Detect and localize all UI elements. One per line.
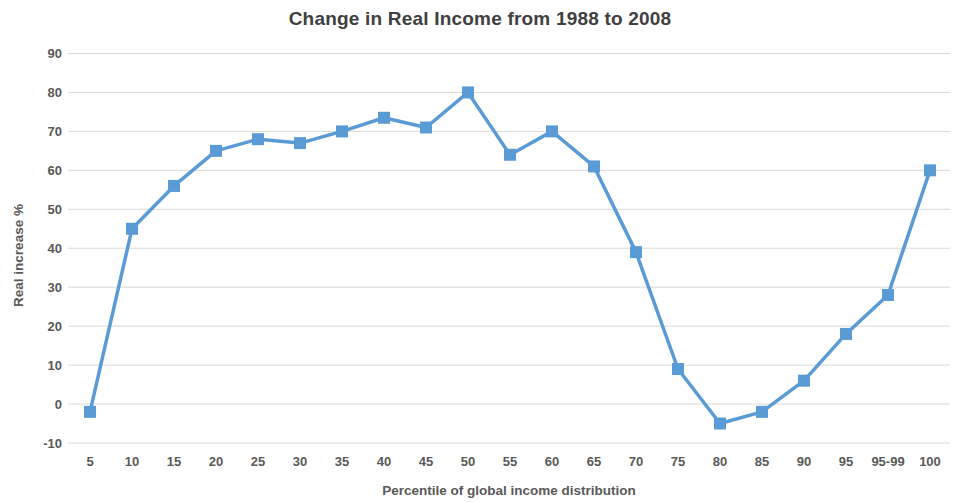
x-tick-label: 15 [167,454,181,469]
data-point-marker [126,223,138,235]
data-point-marker [924,164,936,176]
x-tick-label: 20 [209,454,223,469]
data-point-marker [882,289,894,301]
data-point-marker [756,406,768,418]
data-point-marker [546,125,558,137]
x-tick-label: 25 [251,454,265,469]
y-tick-label: 30 [48,280,62,295]
x-tick-label: 55 [503,454,517,469]
x-tick-label: 80 [713,454,727,469]
x-tick-label: 35 [335,454,349,469]
data-point-marker [252,133,264,145]
x-tick-label: 75 [671,454,685,469]
x-axis-title: Percentile of global income distribution [68,483,950,498]
data-point-marker [462,86,474,98]
data-point-marker [672,363,684,375]
data-point-marker [840,328,852,340]
data-point-marker [84,406,96,418]
x-tick-label: 60 [545,454,559,469]
data-point-marker [294,137,306,149]
data-point-marker [336,125,348,137]
data-point-marker [168,180,180,192]
y-tick-label: 90 [48,46,62,61]
y-tick-label: -10 [43,436,62,451]
data-point-marker [210,145,222,157]
y-tick-label: 40 [48,241,62,256]
x-tick-label: 45 [419,454,433,469]
x-tick-label: 10 [125,454,139,469]
data-point-marker [798,375,810,387]
elephant-curve-chart: Change in Real Income from 1988 to 2008 … [0,0,960,503]
x-tick-label: 95 [839,454,853,469]
x-tick-label: 100 [919,454,941,469]
data-point-marker [630,246,642,258]
x-tick-label: 50 [461,454,475,469]
y-tick-label: 50 [48,202,62,217]
data-point-marker [714,418,726,430]
data-point-marker [588,160,600,172]
x-tick-label: 95-99 [871,454,904,469]
x-tick-label: 40 [377,454,391,469]
y-tick-label: 0 [55,397,62,412]
data-point-marker [378,112,390,124]
data-line [90,92,930,423]
y-tick-label: 70 [48,124,62,139]
data-point-marker [420,122,432,134]
y-tick-label: 10 [48,358,62,373]
plot-area: 9080706050403020100-10510152025303540455… [0,0,960,503]
data-point-marker [504,149,516,161]
x-tick-label: 90 [797,454,811,469]
y-tick-label: 80 [48,85,62,100]
x-tick-label: 70 [629,454,643,469]
x-tick-label: 30 [293,454,307,469]
x-tick-label: 5 [86,454,93,469]
x-tick-label: 65 [587,454,601,469]
x-tick-label: 85 [755,454,769,469]
y-tick-label: 60 [48,163,62,178]
y-tick-label: 20 [48,319,62,334]
